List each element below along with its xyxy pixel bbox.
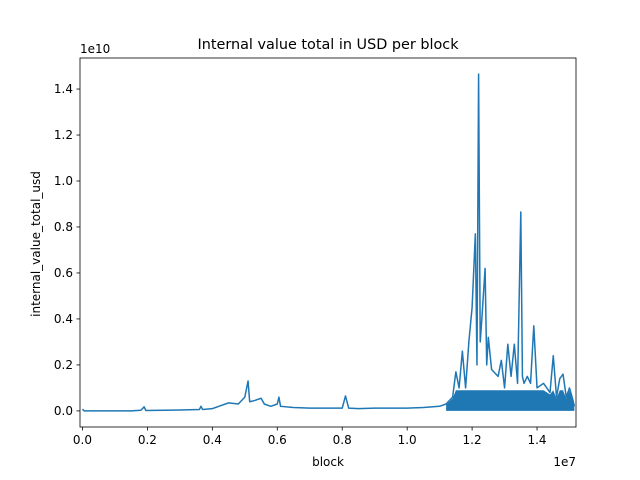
x-tick-label: 0.6 <box>268 433 287 447</box>
y-tick-label: 0.0 <box>54 404 73 418</box>
y-tick-label: 0.2 <box>54 358 73 372</box>
y-offset-label: 1e10 <box>80 42 110 56</box>
y-tick-label: 0.4 <box>54 312 73 326</box>
x-tick-label: 0.4 <box>203 433 222 447</box>
x-tick-label: 1.0 <box>398 433 417 447</box>
axes: 0.0 0.2 0.4 0.6 0.8 1.0 1.2 1.4 0.0 0.2 0.4 0.6 0.8 1… <box>54 57 577 447</box>
x-tick-label: 0.0 <box>73 433 92 447</box>
x-tick-label: 0.8 <box>333 433 352 447</box>
series-line-0 <box>81 73 576 412</box>
y-tick-label: 1.4 <box>54 82 73 96</box>
x-tick-label: 0.2 <box>138 433 157 447</box>
x-offset-label: 1e7 <box>553 455 576 469</box>
y-tick-label: 0.6 <box>54 266 73 280</box>
plot-area <box>81 73 576 412</box>
y-tick-label: 1.0 <box>54 174 73 188</box>
x-tick-label: 1.4 <box>527 433 546 447</box>
axes-frame <box>79 57 577 428</box>
y-tick-label: 0.8 <box>54 220 73 234</box>
x-axis-title: block <box>312 455 344 469</box>
x-tick-label: 1.2 <box>463 433 482 447</box>
chart-title: Internal value total in USD per block <box>197 37 459 53</box>
series-band-0 <box>446 390 575 411</box>
y-tick-label: 1.2 <box>54 128 73 142</box>
y-axis-title: internal_value_total_usd <box>29 171 43 317</box>
